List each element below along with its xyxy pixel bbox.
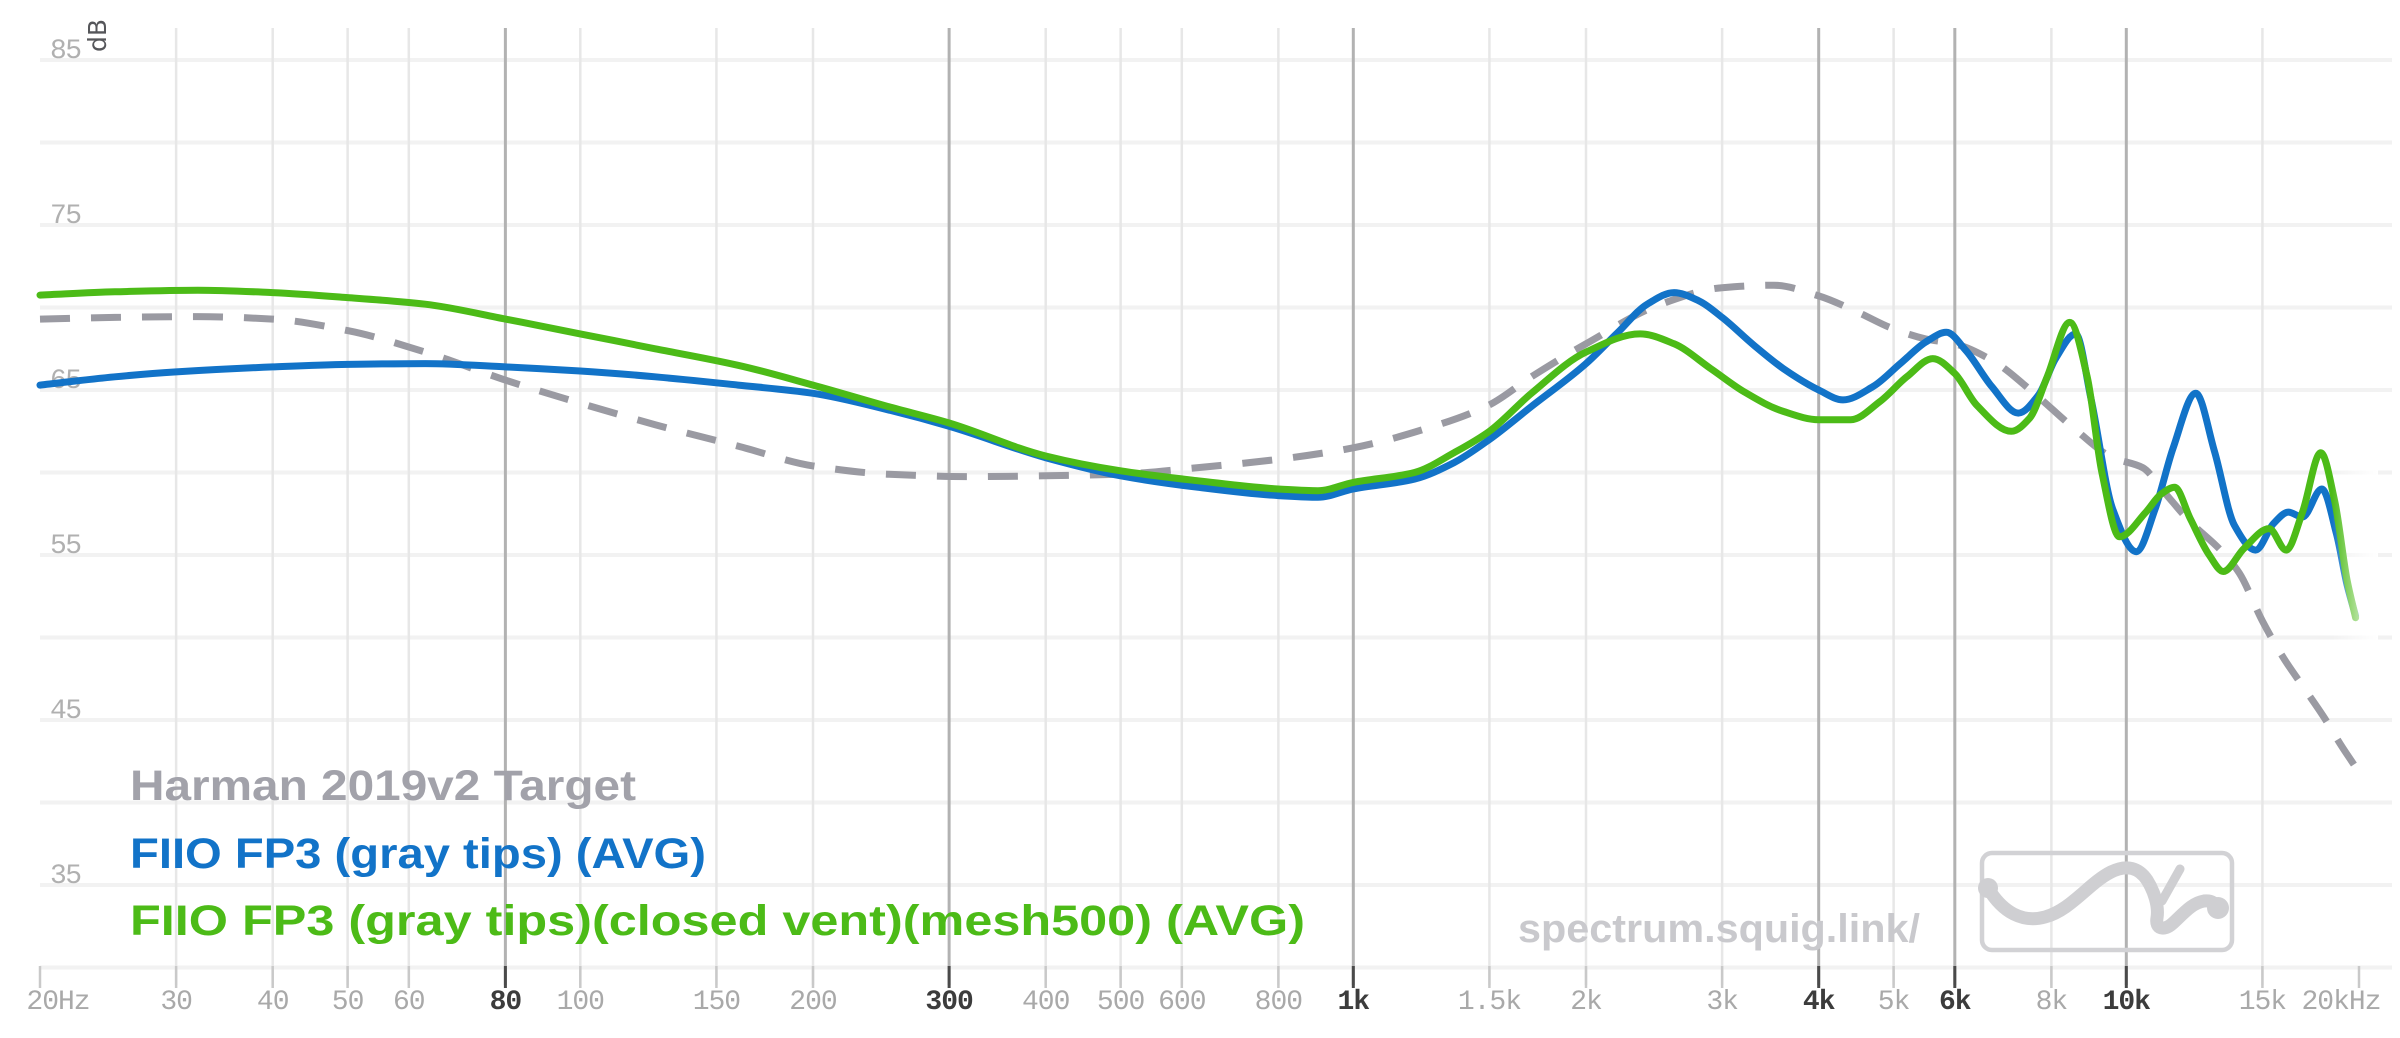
x-tick-label-80: 80 <box>490 987 522 1018</box>
x-tick-label-6k: 6k <box>1939 987 1972 1018</box>
x-tick-label-800: 800 <box>1255 987 1303 1018</box>
y-tick-label-45: 45 <box>50 696 81 727</box>
y-tick-label-55: 55 <box>50 531 81 562</box>
x-tick-label-20Hz: 20Hz <box>26 987 89 1018</box>
x-tick-label-200: 200 <box>789 987 837 1018</box>
x-tick-label-500: 500 <box>1097 987 1145 1018</box>
x-tick-label-50: 50 <box>332 987 364 1018</box>
x-tick-label-5k: 5k <box>1878 987 1910 1018</box>
x-tick-label-4k: 4k <box>1803 987 1836 1018</box>
x-tick-label-60: 60 <box>393 987 425 1018</box>
curves <box>36 281 2360 767</box>
x-tick-label-300: 300 <box>925 987 973 1018</box>
x-tick-label-2k: 2k <box>1570 987 1602 1018</box>
x-tick-label-100: 100 <box>557 987 605 1018</box>
x-tick-label-1.5k: 1.5k <box>1458 987 1521 1018</box>
x-tick-label-1k: 1k <box>1337 987 1370 1018</box>
curve-fp3-gray-tips <box>36 289 2360 620</box>
legend-item-fp3-closed-vent-mesh500[interactable]: FIIO FP3 (gray tips)(closed vent)(mesh50… <box>130 897 1305 945</box>
curve-end-fade <box>2332 430 2378 690</box>
x-tick-label-3k: 3k <box>1706 987 1738 1018</box>
y-tick-label-85: 85 <box>50 36 81 67</box>
legend: Harman 2019v2 Target FIIO FP3 (gray tips… <box>130 762 1305 945</box>
legend-item-fp3-gray-tips[interactable]: FIIO FP3 (gray tips) (AVG) <box>130 830 706 878</box>
x-tick-label-150: 150 <box>693 987 741 1018</box>
y-axis-unit-label: dB <box>83 19 112 52</box>
horizontal-gridlines <box>40 58 2392 970</box>
x-tick-label-15k: 15k <box>2239 987 2287 1018</box>
x-tick-label-10k: 10k <box>2103 987 2152 1018</box>
vertical-gridlines <box>174 28 2264 985</box>
watermark-text: spectrum.squig.link/ <box>1518 907 1920 951</box>
x-tick-label-600: 600 <box>1158 987 1206 1018</box>
curve-fp3-closed-vent-mesh500 <box>36 286 2360 622</box>
squiglink-logo-icon <box>1978 850 2235 953</box>
x-axis-labels: 20Hz 30 40 50 60 80 100 150 200 300 400 500 600 800 1k… <box>26 987 2381 1018</box>
x-tick-label-30: 30 <box>160 987 192 1018</box>
x-tick-label-40: 40 <box>257 987 289 1018</box>
y-tick-label-35: 35 <box>50 861 81 892</box>
x-tick-label-400: 400 <box>1022 987 1070 1018</box>
x-tick-label-8k: 8k <box>2036 987 2068 1018</box>
curve-harman-target <box>39 281 2357 767</box>
axis-tickmarks <box>38 966 2361 988</box>
x-tick-label-20kHz: 20kHz <box>2301 987 2380 1018</box>
y-tick-label-75: 75 <box>50 201 81 232</box>
legend-item-harman-target[interactable]: Harman 2019v2 Target <box>130 762 636 810</box>
